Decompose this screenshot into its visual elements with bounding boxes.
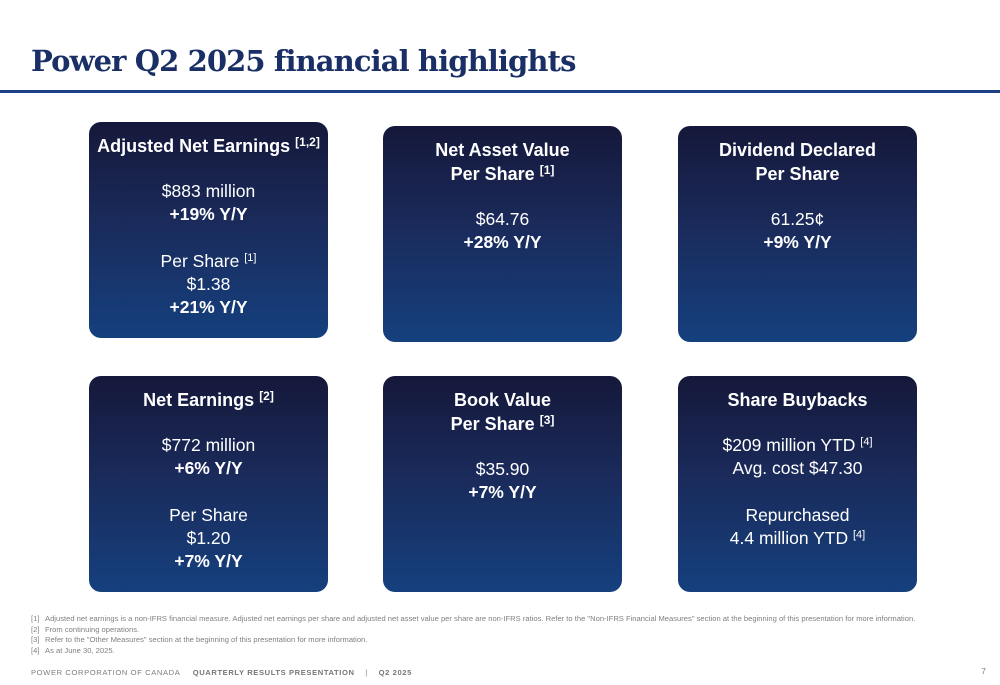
metric-value: 61.25¢ — [770, 209, 825, 229]
card-body: $64.76 +28% Y/Y — [383, 208, 622, 254]
footnote-ref: [1] — [539, 163, 555, 177]
share-buybacks-card: Share Buybacks $209 million YTD [4] Avg.… — [678, 376, 917, 592]
footnote-text: Refer to the "Other Measures" section at… — [45, 635, 368, 645]
footnote-ref: [2] — [259, 389, 274, 403]
metric-change: +9% Y/Y — [763, 232, 832, 252]
footnote-ref: [3] — [539, 413, 555, 427]
card-body: $35.90 +7% Y/Y — [383, 458, 622, 504]
page-title: Power Q2 2025 financial highlights — [31, 44, 576, 78]
footnote-ref: [4] — [860, 436, 873, 448]
page-number: 7 — [981, 666, 986, 676]
card-title-text: Net Earnings — [143, 390, 255, 410]
footnote: [3] Refer to the "Other Measures" section… — [31, 635, 915, 646]
per-share-label-row: Per Share [1] — [89, 250, 328, 273]
footnote-text: Adjusted net earnings is a non-IFRS fina… — [45, 614, 916, 623]
footnote-ref: [1] — [244, 252, 257, 264]
card-title: Share Buybacks — [678, 388, 917, 412]
card-title: Dividend Declared Per Share — [678, 138, 917, 186]
card-title-line2: Per Share — [450, 414, 535, 434]
footnote: [2] From continuing operations. — [31, 625, 915, 636]
net-earnings-card: Net Earnings [2] $772 million +6% Y/Y Pe… — [89, 376, 328, 592]
repurchased-value: 4.4 million YTD — [729, 528, 849, 548]
quarter-label: Q2 2025 — [378, 668, 412, 677]
card-title-line1: Net Asset Value — [435, 140, 570, 160]
metric-change: +7% Y/Y — [468, 482, 537, 502]
per-share-label: Per Share — [160, 251, 240, 271]
adjusted-net-earnings-card: Adjusted Net Earnings [1,2] $883 million… — [89, 122, 328, 338]
card-body: 61.25¢ +9% Y/Y — [678, 208, 917, 254]
card-title: Net Earnings [2] — [89, 388, 328, 412]
metric-change: +19% Y/Y — [169, 204, 248, 224]
footnote: [4] As at June 30, 2025. — [31, 646, 915, 657]
footnote-number: [4] — [31, 645, 40, 655]
buyback-avg-cost: Avg. cost $47.30 — [732, 458, 863, 478]
card-title-text: Adjusted Net Earnings — [97, 136, 291, 156]
buyback-amount-row: $209 million YTD [4] — [678, 434, 917, 457]
per-share-label: Per Share — [169, 505, 248, 525]
footnote-ref: [4] — [852, 529, 866, 541]
net-asset-value-card: Net Asset Value Per Share [1] $64.76 +28… — [383, 126, 622, 342]
company-name: POWER CORPORATION OF CANADA — [31, 668, 180, 677]
card-title: Book Value Per Share [3] — [383, 388, 622, 436]
presentation-name: QUARTERLY RESULTS PRESENTATION — [192, 668, 355, 677]
metric-change: +6% Y/Y — [174, 458, 243, 478]
per-share-value: $1.20 — [186, 528, 231, 548]
card-title-line1: Book Value — [453, 390, 552, 410]
card-title: Net Asset Value Per Share [1] — [383, 138, 622, 186]
footnote-number: [2] — [31, 624, 40, 634]
card-body: $772 million +6% Y/Y Per Share $1.20 +7%… — [89, 434, 328, 573]
dividend-card: Dividend Declared Per Share 61.25¢ +9% Y… — [678, 126, 917, 342]
card-title-line2: Per Share — [450, 164, 535, 184]
metric-value: $883 million — [161, 181, 256, 201]
footer-separator: | — [365, 668, 368, 677]
metric-change: +28% Y/Y — [463, 232, 542, 252]
book-value-card: Book Value Per Share [3] $35.90 +7% Y/Y — [383, 376, 622, 592]
card-body: $883 million +19% Y/Y Per Share [1] $1.3… — [89, 180, 328, 319]
footnote: [1] Adjusted net earnings is a non-IFRS f… — [31, 614, 915, 625]
footnote-number: [3] — [31, 635, 40, 645]
page-footer: POWER CORPORATION OF CANADA QUARTERLY RE… — [31, 668, 412, 677]
buyback-amount: $209 million YTD — [722, 435, 856, 455]
footnote-ref: [1,2] — [295, 135, 320, 149]
card-title-text: Share Buybacks — [727, 390, 868, 410]
metric-value: $64.76 — [475, 209, 530, 229]
footnote-text: From continuing operations. — [45, 624, 140, 634]
repurchased-row: 4.4 million YTD [4] — [678, 527, 917, 550]
metric-value: $35.90 — [475, 459, 530, 479]
footnote-number: [1] — [31, 614, 40, 623]
card-title-line1: Dividend Declared — [718, 140, 877, 160]
title-divider — [0, 90, 1000, 93]
per-share-value: $1.38 — [186, 274, 231, 294]
footnotes: [1] Adjusted net earnings is a non-IFRS f… — [31, 614, 915, 656]
per-share-change: +21% Y/Y — [169, 297, 248, 317]
per-share-change: +7% Y/Y — [174, 551, 243, 571]
card-title-line2: Per Share — [755, 164, 840, 184]
card-title: Adjusted Net Earnings [1,2] — [89, 134, 328, 158]
card-body: $209 million YTD [4] Avg. cost $47.30 Re… — [678, 434, 917, 550]
repurchased-label: Repurchased — [745, 505, 850, 525]
footnote-text: As at June 30, 2025. — [45, 645, 115, 655]
metric-value: $772 million — [161, 435, 256, 455]
